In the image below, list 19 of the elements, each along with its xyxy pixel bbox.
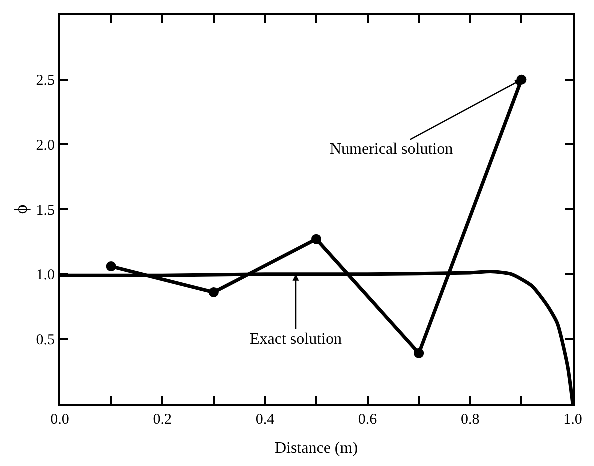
annotation: Numerical solution [330, 141, 454, 158]
y-tick-label: 1.5 [36, 202, 55, 219]
y-tick-label: 1.0 [36, 268, 55, 284]
y-tick-label: 2.5 [36, 73, 55, 90]
y-tick-label: 0.5 [36, 332, 55, 348]
x-axis-title: Distance (m) [274, 440, 358, 458]
x-tick-label: 0.4 [256, 412, 276, 428]
point [106, 262, 116, 272]
x-tick-label: 0.0 [50, 412, 70, 428]
x-tick-label: 0.8 [461, 412, 480, 428]
y-tick-label: 2.0 [36, 138, 55, 154]
y-axis-title: ϕ [10, 204, 31, 214]
x-tick-label: 0.6 [358, 412, 378, 428]
point [312, 234, 322, 244]
x-tick-label: 1.0 [564, 412, 582, 428]
point [208, 287, 219, 298]
annotation: Exact solution [250, 331, 342, 348]
point [414, 348, 424, 358]
x-tick-label: 0.2 [153, 412, 172, 428]
